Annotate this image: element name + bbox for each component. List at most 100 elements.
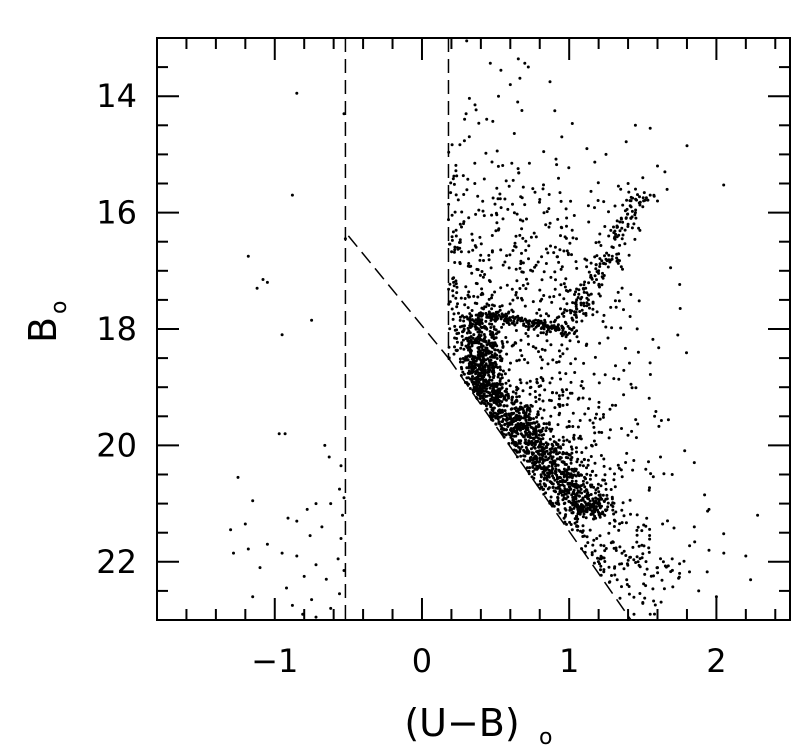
- data-point: [535, 380, 539, 384]
- data-point: [507, 442, 511, 445]
- x-axis-label: (U−B): [404, 701, 519, 745]
- data-point: [557, 397, 561, 401]
- data-point: [476, 387, 480, 390]
- data-point: [558, 354, 562, 358]
- data-point: [477, 121, 481, 125]
- data-point: [518, 218, 522, 222]
- data-point: [498, 197, 502, 201]
- data-point: [579, 503, 583, 506]
- data-point: [548, 330, 552, 334]
- data-point: [566, 251, 570, 255]
- data-point: [517, 411, 521, 415]
- data-point: [614, 364, 617, 368]
- data-point: [500, 382, 504, 386]
- data-point: [562, 502, 566, 506]
- data-point: [632, 595, 636, 599]
- data-point: [515, 279, 519, 283]
- data-point: [494, 310, 498, 314]
- data-point: [617, 377, 621, 381]
- data-point: [499, 392, 503, 395]
- data-point: [472, 364, 476, 368]
- data-point: [491, 303, 494, 307]
- data-point: [490, 378, 494, 382]
- data-point: [462, 220, 466, 224]
- data-point: [585, 503, 589, 507]
- data-point: [543, 318, 547, 322]
- data-point: [692, 525, 696, 529]
- data-point: [614, 549, 618, 552]
- data-point: [648, 126, 652, 130]
- data-point: [606, 501, 610, 505]
- data-point: [603, 373, 607, 377]
- data-point: [570, 447, 574, 451]
- data-point: [632, 222, 636, 226]
- data-point: [521, 283, 525, 287]
- data-point: [592, 500, 596, 504]
- data-point: [587, 303, 591, 306]
- data-point: [452, 276, 456, 280]
- data-point: [342, 496, 346, 500]
- data-point: [637, 544, 641, 548]
- data-point: [572, 326, 576, 330]
- data-point: [592, 538, 596, 542]
- data-point: [494, 363, 498, 367]
- data-point: [607, 210, 610, 214]
- data-point: [605, 259, 609, 263]
- data-point: [621, 203, 625, 207]
- data-point: [496, 390, 500, 394]
- data-point: [261, 278, 265, 281]
- data-point: [554, 467, 558, 471]
- data-point: [521, 261, 525, 265]
- data-point: [494, 343, 498, 346]
- data-point: [531, 451, 535, 455]
- data-point: [596, 181, 600, 185]
- data-point: [626, 222, 630, 226]
- data-point: [513, 323, 517, 327]
- data-point: [514, 341, 518, 345]
- data-point: [592, 508, 596, 512]
- data-point: [599, 564, 603, 568]
- data-point: [537, 308, 541, 312]
- data-point: [540, 347, 544, 351]
- data-point: [597, 400, 601, 404]
- data-point: [547, 314, 551, 318]
- data-point: [501, 427, 505, 431]
- data-point: [470, 366, 474, 370]
- data-point: [507, 266, 511, 270]
- data-point: [598, 262, 602, 266]
- data-point: [628, 555, 632, 559]
- data-point: [553, 462, 557, 466]
- data-point: [574, 497, 578, 501]
- data-point: [546, 328, 550, 332]
- data-point: [539, 314, 543, 318]
- data-point: [526, 325, 530, 329]
- data-point: [518, 287, 522, 290]
- data-point: [557, 176, 560, 180]
- data-point: [570, 228, 574, 232]
- data-point: [492, 411, 496, 415]
- data-point: [644, 196, 648, 200]
- data-point: [607, 234, 611, 238]
- data-point: [484, 362, 488, 366]
- data-point: [521, 389, 525, 393]
- data-point: [522, 422, 526, 426]
- data-point: [540, 442, 543, 446]
- data-point: [464, 285, 468, 289]
- data-point: [572, 433, 576, 437]
- data-point: [571, 411, 575, 415]
- data-point: [552, 295, 556, 298]
- data-point: [470, 344, 474, 348]
- data-point: [560, 326, 564, 330]
- data-point: [549, 343, 553, 347]
- data-point: [471, 322, 475, 326]
- data-point: [636, 350, 640, 354]
- data-point: [585, 301, 589, 305]
- data-point: [569, 380, 573, 384]
- data-point: [453, 324, 457, 328]
- data-point: [456, 198, 460, 202]
- data-point: [564, 236, 568, 240]
- data-point: [560, 135, 564, 139]
- data-point: [556, 499, 560, 503]
- data-point: [541, 399, 545, 403]
